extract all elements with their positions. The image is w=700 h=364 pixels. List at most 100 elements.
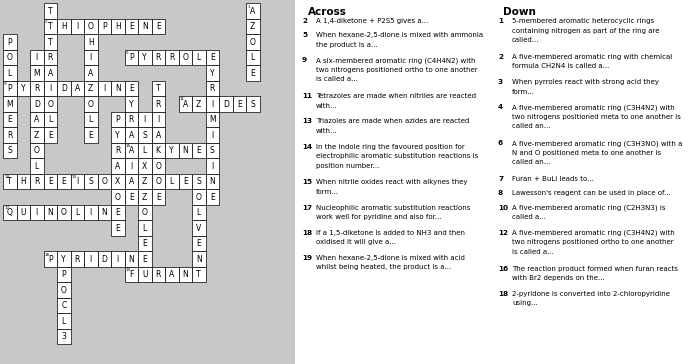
Bar (57, 80, 71, 96)
Bar (3, 96, 17, 111)
Text: A: A (169, 270, 174, 279)
Text: I: I (76, 22, 78, 31)
Text: O: O (61, 208, 66, 217)
Text: The reaction product formed when furan reacts: The reaction product formed when furan r… (512, 265, 678, 272)
Bar (57, 205, 71, 220)
Bar (125, 189, 138, 205)
Bar (125, 111, 138, 127)
Bar (111, 111, 125, 127)
Text: N: N (48, 208, 53, 217)
Bar (43, 111, 57, 127)
Bar (97, 19, 111, 34)
Text: called an...: called an... (512, 123, 550, 129)
Text: is called a...: is called a... (512, 249, 554, 254)
Bar (192, 189, 206, 205)
Text: L: L (197, 208, 201, 217)
Text: Z: Z (34, 131, 39, 139)
Bar (192, 142, 206, 158)
Text: the product is a...: the product is a... (316, 42, 378, 48)
Text: two nitrogens positioned meta to one another is: two nitrogens positioned meta to one ano… (512, 114, 681, 120)
Bar (125, 19, 138, 34)
Bar (151, 158, 165, 174)
Text: 18: 18 (302, 230, 312, 236)
Bar (246, 50, 260, 65)
Bar (84, 50, 97, 65)
Bar (30, 65, 43, 80)
Text: 11: 11 (302, 93, 312, 99)
Bar (57, 19, 71, 34)
Text: E: E (237, 100, 242, 108)
Text: 1: 1 (498, 18, 503, 24)
Bar (43, 205, 57, 220)
Bar (30, 205, 43, 220)
Text: E: E (48, 177, 52, 186)
Bar (165, 174, 178, 189)
Bar (125, 96, 138, 111)
Bar (138, 174, 151, 189)
Text: Y: Y (210, 68, 215, 78)
Text: I: I (76, 177, 78, 186)
Bar (111, 142, 125, 158)
Bar (206, 65, 219, 80)
Text: 2: 2 (498, 54, 503, 60)
Text: I: I (117, 254, 119, 264)
Text: L: L (89, 115, 93, 124)
Bar (138, 19, 151, 34)
Bar (71, 174, 84, 189)
Text: work well for pyridine and also for...: work well for pyridine and also for... (316, 214, 442, 220)
Text: E: E (210, 53, 215, 62)
Bar (138, 158, 151, 174)
Text: 16: 16 (498, 265, 508, 272)
Bar (3, 34, 17, 50)
Text: 13: 13 (71, 175, 77, 179)
Bar (151, 50, 165, 65)
Text: 10: 10 (498, 205, 508, 210)
Text: electrophilic aromatic substitution reactions is: electrophilic aromatic substitution reac… (316, 153, 478, 159)
Text: S: S (8, 146, 12, 155)
Text: 9: 9 (4, 82, 7, 86)
Bar (3, 205, 17, 220)
Text: R: R (75, 254, 80, 264)
Bar (30, 80, 43, 96)
Bar (138, 205, 151, 220)
Text: R: R (115, 146, 120, 155)
Text: L: L (143, 146, 147, 155)
Bar (165, 142, 178, 158)
Bar (30, 111, 43, 127)
Text: 3: 3 (62, 332, 66, 341)
Text: E: E (8, 115, 12, 124)
Bar (17, 174, 30, 189)
Text: I: I (90, 254, 92, 264)
Bar (206, 80, 219, 96)
Text: N: N (115, 84, 120, 93)
Bar (57, 266, 71, 282)
Text: Z: Z (142, 193, 148, 202)
Bar (111, 19, 125, 34)
Text: formula CH2N4 is called a...: formula CH2N4 is called a... (512, 63, 610, 70)
Bar (84, 127, 97, 142)
Bar (178, 174, 192, 189)
Text: A: A (88, 68, 93, 78)
Text: L: L (34, 162, 39, 171)
Text: I: I (130, 162, 132, 171)
Text: R: R (7, 131, 13, 139)
Text: H: H (88, 37, 94, 47)
Text: V: V (196, 223, 202, 233)
Text: 19: 19 (302, 255, 312, 261)
Text: E: E (116, 208, 120, 217)
Bar (3, 127, 17, 142)
Text: P: P (102, 22, 106, 31)
Bar (219, 96, 232, 111)
Bar (151, 19, 165, 34)
Bar (125, 127, 138, 142)
Bar (206, 142, 219, 158)
Bar (43, 3, 57, 19)
Text: 5: 5 (302, 32, 307, 38)
Text: H: H (115, 22, 120, 31)
Text: S: S (88, 177, 93, 186)
Text: with...: with... (316, 128, 337, 134)
Bar (3, 174, 17, 189)
Bar (84, 96, 97, 111)
Text: O: O (155, 177, 161, 186)
Text: 4: 4 (498, 104, 503, 110)
